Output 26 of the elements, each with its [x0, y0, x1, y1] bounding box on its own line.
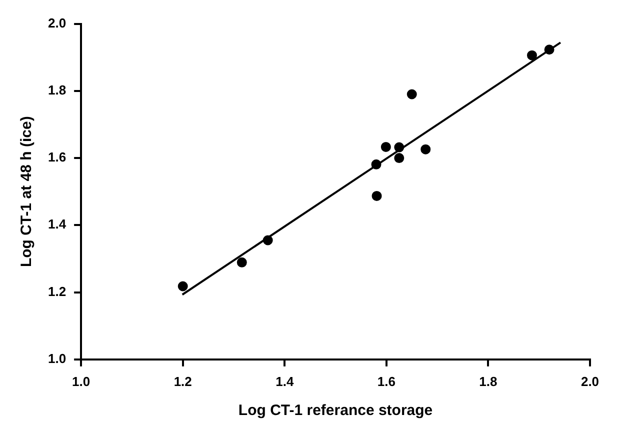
point: [372, 190, 382, 201]
y-tick-label: 1.0: [48, 350, 66, 366]
y-tick-label: 1.4: [48, 216, 67, 232]
point: [420, 144, 431, 154]
x-tick-label: 1.0: [72, 374, 90, 389]
y-tick-label: 1.2: [48, 284, 66, 299]
x-tick-label: 1.8: [479, 374, 498, 389]
point: [380, 142, 391, 152]
point: [262, 235, 273, 246]
point: [394, 142, 404, 152]
x-axis-title: Log CT-1 referance storage: [238, 402, 433, 420]
point: [526, 50, 537, 60]
point: [406, 89, 417, 100]
x-tick-label: 2.0: [580, 374, 600, 389]
x-tick-label: 1.2: [174, 374, 192, 389]
point: [371, 159, 382, 170]
x-tick-label: 1.4: [276, 374, 294, 389]
point: [236, 257, 247, 268]
point: [394, 153, 404, 164]
x-tick-label: 1.6: [377, 374, 396, 389]
y-tick-label: 2.0: [48, 15, 66, 30]
point: [178, 281, 188, 292]
y-axis-title: Log CT-1 at 48 h (ice): [18, 116, 36, 268]
y-tick-label: 1.6: [48, 150, 66, 165]
y-tick-label: 1.8: [48, 82, 66, 98]
point: [544, 44, 554, 55]
